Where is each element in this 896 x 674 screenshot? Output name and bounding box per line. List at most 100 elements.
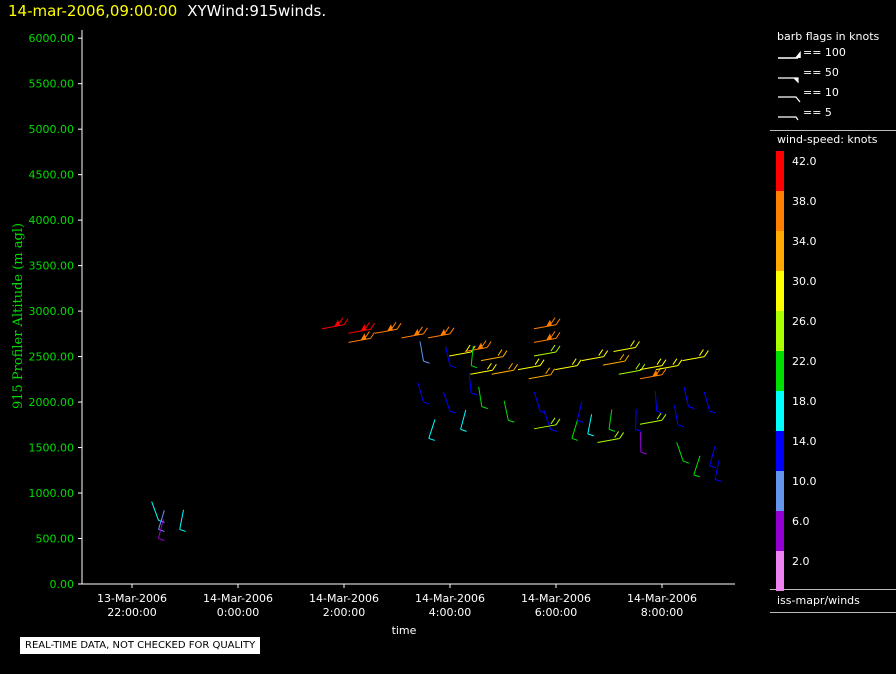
wind-barb bbox=[443, 392, 457, 414]
colorbar-label: 2.0 bbox=[792, 555, 810, 568]
wind-barb bbox=[465, 340, 492, 352]
x-axis: 13-Mar-200622:00:0014-Mar-20060:00:0014-… bbox=[82, 583, 735, 619]
wind-barb bbox=[608, 409, 616, 432]
wind-barb bbox=[348, 322, 375, 334]
wind-barb bbox=[533, 344, 561, 357]
wind-barb bbox=[571, 419, 579, 441]
y-axis: 0.00 500.00 1000.00 1500.00 2000.00 2500.00 30… bbox=[29, 30, 83, 591]
wind-barb bbox=[654, 391, 663, 414]
y-tick-label: 500.00 bbox=[36, 533, 75, 546]
quality-notice: REAL-TIME DATA, NOT CHECKED FOR QUALITY bbox=[19, 636, 262, 655]
colorbar-swatch bbox=[776, 271, 784, 311]
y-tick-label: 3500.00 bbox=[29, 260, 75, 273]
y-tick-label: 3000.00 bbox=[29, 305, 75, 318]
wind-barb bbox=[576, 400, 584, 423]
wind-barb bbox=[682, 349, 709, 362]
x-tick-date: 14-Mar-2006 bbox=[415, 592, 485, 605]
colorbar-swatch bbox=[776, 551, 784, 591]
wind-barbs bbox=[151, 317, 722, 541]
x-tick-time: 6:00:00 bbox=[535, 606, 577, 619]
title-timestamp: 14-mar-2006,09:00:00 bbox=[8, 2, 178, 20]
colorbar-swatch bbox=[776, 391, 784, 431]
wind-barb bbox=[470, 362, 497, 375]
y-tick-label: 2000.00 bbox=[29, 396, 75, 409]
y-tick-label: 6000.00 bbox=[29, 32, 75, 45]
wind-barb bbox=[533, 391, 547, 414]
x-tick-date: 14-Mar-2006 bbox=[521, 592, 591, 605]
x-tick-date: 13-Mar-2006 bbox=[97, 592, 167, 605]
colorbar-swatch bbox=[776, 151, 784, 191]
wind-barb bbox=[419, 341, 430, 364]
wind-barb bbox=[179, 509, 186, 532]
wind-barb bbox=[518, 358, 545, 371]
colorbar-swatch bbox=[776, 431, 784, 471]
x-tick-date: 14-Mar-2006 bbox=[627, 592, 697, 605]
wind-barb bbox=[602, 353, 630, 366]
wind-barb bbox=[618, 362, 646, 375]
wind-barb bbox=[709, 446, 716, 469]
wind-barb bbox=[158, 518, 165, 541]
chart-title: 14-mar-2006,09:00:00 XYWind:915winds. bbox=[8, 2, 326, 20]
x-tick-time: 8:00:00 bbox=[641, 606, 683, 619]
wind-barb bbox=[158, 510, 165, 532]
data-source: iss-mapr/winds bbox=[777, 594, 860, 607]
speed-legend-title: wind-speed: knots bbox=[777, 133, 878, 146]
x-tick-date: 14-Mar-2006 bbox=[309, 592, 379, 605]
wind-barb bbox=[428, 419, 436, 441]
wind-barb bbox=[445, 346, 457, 369]
wind-barb bbox=[676, 442, 690, 464]
colorbar-label: 34.0 bbox=[792, 235, 817, 248]
colorbar-label: 38.0 bbox=[792, 195, 817, 208]
y-tick-label: 0.00 bbox=[50, 578, 75, 591]
x-axis-label: time bbox=[392, 624, 417, 637]
x-tick-date: 14-Mar-2006 bbox=[203, 592, 273, 605]
colorbar-label: 14.0 bbox=[792, 435, 817, 448]
wind-barb bbox=[555, 358, 582, 371]
x-tick-time: 4:00:00 bbox=[429, 606, 471, 619]
flag-5: == 5 bbox=[770, 106, 896, 126]
wind-barb bbox=[460, 409, 467, 432]
colorbar-swatch bbox=[776, 191, 784, 231]
flag-10: == 10 bbox=[770, 86, 896, 106]
wind-barb bbox=[348, 331, 375, 343]
y-tick-label: 4000.00 bbox=[29, 214, 75, 227]
y-tick-label: 1500.00 bbox=[29, 442, 75, 455]
wind-barb bbox=[401, 326, 428, 339]
wind-barb bbox=[503, 400, 515, 423]
wind-barb bbox=[683, 387, 695, 410]
colorbar-label: 18.0 bbox=[792, 395, 817, 408]
colorbar-label: 26.0 bbox=[792, 315, 817, 328]
wind-barb bbox=[528, 367, 556, 380]
flag-100: == 100 bbox=[770, 46, 896, 66]
wind-barb bbox=[321, 317, 349, 330]
wind-barb bbox=[587, 414, 594, 437]
y-tick-label: 4500.00 bbox=[29, 169, 75, 182]
wind-barb bbox=[470, 345, 478, 369]
flags-legend-title: barb flags in knots bbox=[777, 30, 880, 43]
wind-barb bbox=[655, 358, 683, 371]
title-name: XYWind:915winds. bbox=[187, 2, 327, 20]
x-tick-time: 0:00:00 bbox=[217, 606, 259, 619]
wind-barb bbox=[543, 410, 557, 432]
wind-barb bbox=[374, 322, 402, 334]
wind-barb bbox=[714, 459, 722, 482]
y-axis-label: 915 Profiler Altitude (m agl) bbox=[11, 223, 26, 409]
y-tick-label: 2500.00 bbox=[29, 351, 75, 364]
wind-barb bbox=[533, 317, 561, 330]
wind-barb bbox=[468, 373, 478, 396]
legend-panel: barb flags in knots == 100 == 50 == 10 =… bbox=[770, 28, 896, 613]
y-tick-label: 1000.00 bbox=[29, 487, 75, 500]
flag-50: == 50 bbox=[770, 66, 896, 86]
colorbar-swatch bbox=[776, 311, 784, 351]
wind-barb bbox=[533, 331, 561, 343]
x-tick-time: 22:00:00 bbox=[107, 606, 156, 619]
speed-colorbar: 42.0 38.0 34.0 30.0 26.0 22.0 18.0 14.0 10.0 6.0 2… bbox=[770, 149, 896, 591]
colorbar-label: 30.0 bbox=[792, 275, 817, 288]
wind-barb bbox=[491, 362, 519, 375]
wind-barb bbox=[151, 501, 165, 523]
colorbar-label: 42.0 bbox=[792, 155, 817, 168]
wind-barb bbox=[480, 349, 508, 362]
wind-barb bbox=[673, 405, 685, 428]
colorbar-label: 22.0 bbox=[792, 355, 817, 368]
plot-area: 0.00 500.00 1000.00 1500.00 2000.00 2500.00 30… bbox=[11, 30, 735, 637]
